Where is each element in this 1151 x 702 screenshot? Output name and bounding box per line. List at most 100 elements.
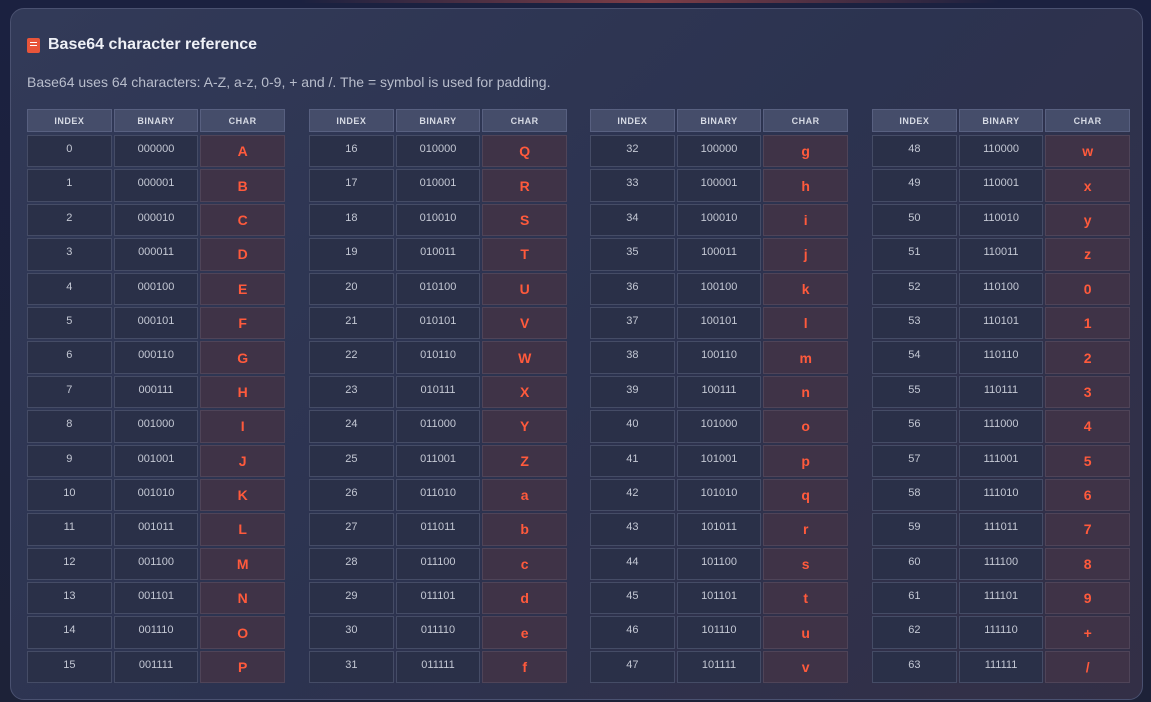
- cell-binary: 011101: [395, 582, 481, 615]
- table-row: 38 100110 m: [590, 341, 849, 374]
- cell-char: I: [200, 410, 286, 443]
- cell-char: V: [482, 306, 568, 340]
- header-binary: BINARY: [395, 109, 481, 132]
- cell-index: 45: [590, 582, 675, 615]
- header-index: INDEX: [309, 109, 394, 132]
- cell-index: 37: [590, 306, 675, 340]
- cell-binary: 001000: [113, 410, 199, 443]
- cell-binary: 101101: [676, 582, 762, 615]
- cell-char: M: [200, 547, 286, 581]
- cell-char: q: [763, 478, 849, 512]
- cell-char: Q: [482, 135, 568, 168]
- table-row: 49 110001 x: [872, 169, 1131, 202]
- cell-char: 4: [1045, 410, 1131, 443]
- cell-binary: 010101: [395, 306, 481, 340]
- table-row: 28 011100 c: [309, 547, 568, 581]
- cell-char: 0: [1045, 272, 1131, 305]
- cell-binary: 111111: [958, 650, 1044, 684]
- table-row: 52 110100 0: [872, 272, 1131, 305]
- cell-binary: 110011: [958, 238, 1044, 271]
- cell-index: 27: [309, 513, 394, 546]
- cell-binary: 100110: [676, 341, 762, 374]
- cell-index: 18: [309, 203, 394, 237]
- cell-binary: 010110: [395, 341, 481, 374]
- table-row: 22 010110 W: [309, 341, 568, 374]
- header-index: INDEX: [590, 109, 675, 132]
- cell-char: N: [200, 582, 286, 615]
- cell-char: C: [200, 203, 286, 237]
- cell-index: 48: [872, 135, 957, 168]
- cell-binary: 111110: [958, 616, 1044, 649]
- cell-binary: 011110: [395, 616, 481, 649]
- cell-index: 32: [590, 135, 675, 168]
- table-row: 60 111100 8: [872, 547, 1131, 581]
- cell-binary: 001101: [113, 582, 199, 615]
- cell-binary: 010011: [395, 238, 481, 271]
- table-row: 12 001100 M: [27, 547, 286, 581]
- cell-binary: 010111: [395, 375, 481, 409]
- cell-index: 17: [309, 169, 394, 202]
- cell-char: u: [763, 616, 849, 649]
- cell-index: 51: [872, 238, 957, 271]
- cell-binary: 110001: [958, 169, 1044, 202]
- table-row: 19 010011 T: [309, 238, 568, 271]
- cell-index: 44: [590, 547, 675, 581]
- cell-char: D: [200, 238, 286, 271]
- cell-binary: 000100: [113, 272, 199, 305]
- table-row: 35 100011 j: [590, 238, 849, 271]
- header-char: CHAR: [763, 109, 849, 132]
- cell-binary: 110010: [958, 203, 1044, 237]
- cell-index: 22: [309, 341, 394, 374]
- cell-index: 49: [872, 169, 957, 202]
- cell-index: 25: [309, 444, 394, 477]
- table-row: 14 001110 O: [27, 616, 286, 649]
- cell-char: o: [763, 410, 849, 443]
- cell-char: T: [482, 238, 568, 271]
- table-row: 56 111000 4: [872, 410, 1131, 443]
- cell-index: 24: [309, 410, 394, 443]
- cell-index: 55: [872, 375, 957, 409]
- cell-char: f: [482, 650, 568, 684]
- table-row: 42 101010 q: [590, 478, 849, 512]
- cell-index: 5: [27, 306, 112, 340]
- cell-char: P: [200, 650, 286, 684]
- cell-index: 30: [309, 616, 394, 649]
- cell-char: G: [200, 341, 286, 374]
- cell-index: 56: [872, 410, 957, 443]
- table-header: INDEX BINARY CHAR: [27, 109, 286, 132]
- table-row: 13 001101 N: [27, 582, 286, 615]
- cell-char: K: [200, 478, 286, 512]
- cell-index: 29: [309, 582, 394, 615]
- cell-index: 61: [872, 582, 957, 615]
- cell-index: 9: [27, 444, 112, 477]
- cell-binary: 001001: [113, 444, 199, 477]
- table-row: 5 000101 F: [27, 306, 286, 340]
- cell-char: g: [763, 135, 849, 168]
- cell-binary: 101110: [676, 616, 762, 649]
- cell-index: 11: [27, 513, 112, 546]
- char-table: INDEX BINARY CHAR 32 100000 g 33 100001 h 34 10001…: [590, 109, 849, 685]
- cell-char: H: [200, 375, 286, 409]
- header-binary: BINARY: [113, 109, 199, 132]
- cell-char: 8: [1045, 547, 1131, 581]
- table-row: 29 011101 d: [309, 582, 568, 615]
- cell-binary: 010100: [395, 272, 481, 305]
- table-row: 61 111101 9: [872, 582, 1131, 615]
- char-table: INDEX BINARY CHAR 0 000000 A 1 000001 B 2 000010 C 3…: [27, 109, 286, 685]
- char-table: INDEX BINARY CHAR 16 010000 Q 17 010001 R 18 01001…: [309, 109, 568, 685]
- header-index: INDEX: [872, 109, 957, 132]
- cell-char: s: [763, 547, 849, 581]
- table-row: 20 010100 U: [309, 272, 568, 305]
- cell-index: 34: [590, 203, 675, 237]
- table-row: 4 000100 E: [27, 272, 286, 305]
- cell-binary: 111101: [958, 582, 1044, 615]
- cell-binary: 110111: [958, 375, 1044, 409]
- cell-index: 52: [872, 272, 957, 305]
- cell-index: 21: [309, 306, 394, 340]
- table-row: 7 000111 H: [27, 375, 286, 409]
- cell-char: L: [200, 513, 286, 546]
- cell-index: 41: [590, 444, 675, 477]
- cell-index: 1: [27, 169, 112, 202]
- cell-binary: 010000: [395, 135, 481, 168]
- cell-index: 53: [872, 306, 957, 340]
